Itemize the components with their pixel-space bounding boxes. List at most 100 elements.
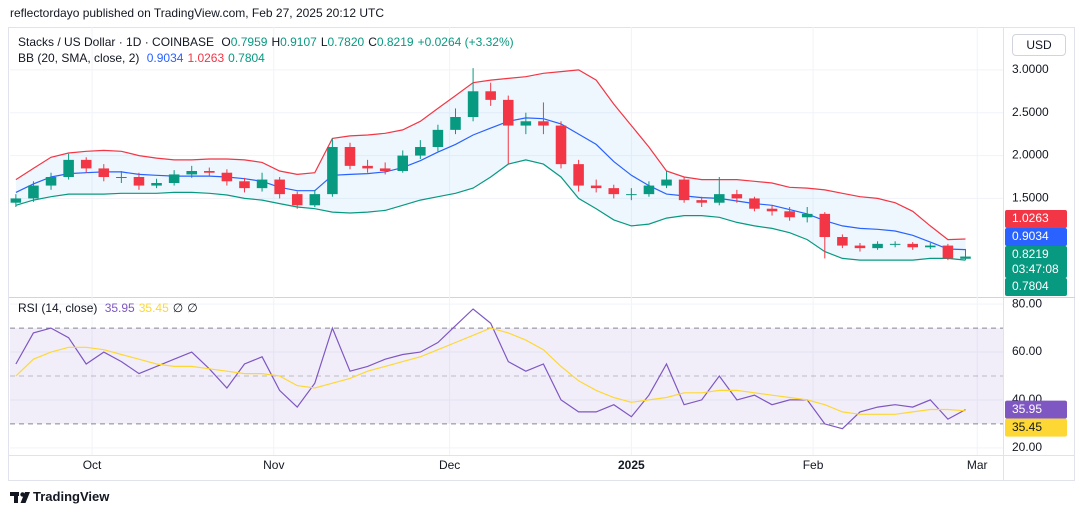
candle-body [80, 159, 92, 169]
ohlc-label: O [221, 35, 231, 49]
candle-body [942, 245, 954, 259]
price-badge: 35.95 [1005, 400, 1067, 419]
candle-body [907, 243, 919, 248]
x-tick-label: Oct [83, 458, 102, 472]
candle-body [889, 243, 901, 245]
candle-body [520, 121, 532, 126]
price-badge: 0.7804 [1005, 278, 1067, 296]
y-tick-label: 1.5000 [1012, 191, 1049, 205]
candle-body [415, 147, 426, 156]
candle-body [397, 155, 409, 171]
band-fill [10, 328, 1003, 424]
candle-body [626, 194, 637, 196]
candle-body [432, 129, 444, 147]
ohlc-value: 0.7820 [327, 35, 365, 49]
axes: 1.5000 2.0000 2.5000 3.0000 1.0263 0.9034 0.82… [83, 62, 1067, 472]
candle-body [872, 243, 883, 249]
x-tick-label: Nov [263, 458, 284, 472]
candle-body [837, 237, 848, 246]
x-tick-label: 2025 [618, 458, 645, 472]
indicator-name: RSI (14, close) [18, 301, 98, 315]
candle-body [10, 198, 22, 203]
price-badge: 1.0263 [1005, 210, 1067, 228]
ohlc-label: L [320, 35, 328, 49]
candle-body [608, 188, 620, 195]
candle-body [309, 194, 321, 206]
indicator-name: BB (20, SMA, close, 2) [18, 51, 140, 65]
candle-body [766, 208, 778, 212]
x-tick-label: Mar [967, 458, 988, 472]
candle-body [379, 168, 391, 171]
logo [10, 492, 30, 503]
y-tick-label: 3.0000 [1012, 62, 1049, 76]
candle-body [168, 174, 180, 183]
y-tick-label: 80.00 [1012, 296, 1042, 310]
candle-body [573, 164, 584, 186]
candle-body [784, 211, 795, 218]
y-tick-label: 2.5000 [1012, 105, 1049, 119]
y-tick-label: 2.0000 [1012, 148, 1049, 162]
badge-value: 0.7804 [1012, 279, 1049, 293]
ohlc-value: 0.7959 [230, 35, 268, 49]
candle-body [274, 179, 285, 195]
candle-body [256, 179, 268, 189]
candle-body [643, 185, 655, 195]
badge-countdown: 03:47:08 [1012, 262, 1059, 276]
indicator-value: 0.9034 [146, 51, 184, 65]
candle-body [801, 213, 813, 218]
candle-body [661, 179, 672, 186]
currency-button[interactable]: USD [1012, 34, 1066, 56]
badge-bg [1005, 228, 1067, 246]
x-tick-label: Feb [803, 458, 824, 472]
badge-bg [1005, 210, 1067, 228]
badge-value: 0.8219 [1012, 247, 1049, 261]
candle-body [555, 125, 567, 165]
frame [8, 27, 1075, 481]
candle-body [63, 159, 74, 177]
candle-body [116, 177, 127, 178]
x-tick-label: Dec [439, 458, 460, 472]
candle-body [450, 117, 461, 130]
candle-body [204, 171, 215, 173]
bb-line [15, 159, 966, 261]
y-tick-label: 20.00 [1012, 440, 1042, 454]
candle-body [186, 171, 197, 175]
y-tick-label: 60.00 [1012, 344, 1042, 358]
candle-body [133, 177, 145, 186]
candle-body [291, 194, 303, 206]
badge-bg [1005, 418, 1067, 437]
ohlc-value: 0.9107 [280, 35, 317, 49]
symbol-title: Stacks / US Dollar · 1D · COINBASE [18, 35, 215, 49]
band-fill [15, 69, 966, 261]
badge-value: 0.9034 [1012, 229, 1049, 243]
badge-value: 35.95 [1012, 402, 1042, 416]
ohlc-value: 0.8219 [376, 35, 414, 49]
candle-body [854, 245, 866, 249]
candle-body [98, 168, 110, 177]
candle-body [678, 179, 690, 201]
marks [10, 68, 971, 261]
candle-body [696, 200, 707, 203]
candle-body [731, 194, 743, 199]
candle-body [960, 256, 971, 259]
price-badge: 35.45 [1005, 418, 1067, 437]
candle-body [819, 213, 831, 237]
brand: TradingView [33, 489, 110, 504]
ohlc-label: H [271, 35, 281, 49]
badge-value: 1.0263 [1012, 211, 1049, 225]
change: +0.0264 (+3.32%) [417, 35, 514, 49]
candle-body [221, 172, 233, 182]
main-legend: Stacks / US Dollar · 1D · COINBASE O0.79… [18, 34, 518, 50]
candle-body [28, 185, 39, 199]
badge-bg [1005, 278, 1067, 296]
ohlc-label: C [368, 35, 377, 49]
candle-body [467, 91, 479, 117]
candle-body [749, 198, 760, 209]
rsi-line [15, 327, 966, 415]
bb-line [15, 69, 966, 241]
candle-body [362, 165, 373, 169]
price-badge: 0.9034 [1005, 228, 1067, 246]
